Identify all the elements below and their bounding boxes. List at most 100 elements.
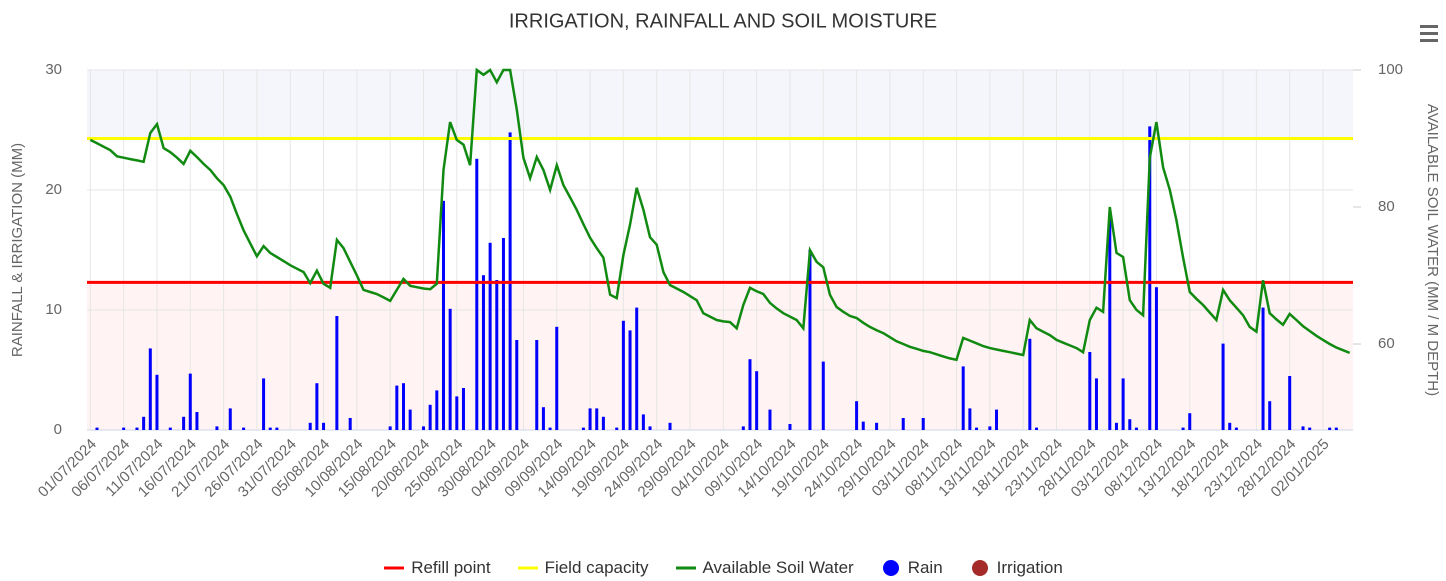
- chart: IRRIGATION, RAINFALL AND SOIL MOISTURE R…: [9, 10, 1441, 500]
- menu-button[interactable]: [1420, 25, 1438, 42]
- bar: [595, 408, 599, 430]
- bar: [1288, 376, 1292, 430]
- bar: [741, 426, 745, 430]
- bar: [541, 407, 545, 430]
- menu-bar: [1420, 32, 1438, 35]
- bar: [515, 340, 519, 430]
- bar: [821, 361, 825, 430]
- bar: [768, 409, 772, 430]
- bar: [395, 385, 399, 430]
- bar: [1234, 427, 1238, 430]
- bar: [481, 275, 485, 430]
- y-tick-label: 0: [54, 421, 62, 438]
- bar: [615, 427, 619, 430]
- bar: [441, 200, 445, 430]
- bar: [155, 374, 159, 430]
- bar: [122, 427, 126, 430]
- bar: [1334, 427, 1338, 430]
- bar: [1121, 378, 1125, 430]
- bar: [581, 427, 585, 430]
- bar: [275, 427, 279, 430]
- bar: [455, 396, 459, 430]
- bar: [435, 390, 439, 430]
- bar: [348, 418, 352, 430]
- legend-label: Irrigation: [996, 558, 1063, 577]
- bar: [1221, 343, 1225, 430]
- legend-label: Available Soil Water: [702, 558, 854, 577]
- bar: [748, 359, 752, 430]
- bar: [168, 427, 172, 430]
- bar: [448, 308, 452, 430]
- bar: [1301, 426, 1305, 430]
- legend-icon: [882, 560, 899, 576]
- legend-label: Rain: [907, 558, 943, 577]
- bar: [315, 383, 319, 430]
- bar: [402, 383, 405, 430]
- bar: [1154, 287, 1158, 430]
- bar: [195, 412, 199, 430]
- bar: [242, 427, 246, 430]
- bar: [1088, 352, 1092, 430]
- bar: [1148, 126, 1152, 431]
- legend-label: Refill point: [411, 558, 491, 577]
- y2-tick-label: 100: [1378, 61, 1403, 78]
- bar: [961, 366, 965, 430]
- bar: [1228, 422, 1232, 430]
- column-series: [95, 126, 1338, 431]
- y-tick-label: 20: [45, 181, 62, 198]
- bar: [228, 408, 232, 430]
- bar: [182, 416, 186, 430]
- legend-symbol: [882, 560, 899, 576]
- bar: [635, 307, 639, 430]
- legend-icon: [384, 566, 405, 570]
- bar: [1094, 378, 1098, 430]
- bar: [268, 427, 272, 430]
- bar: [421, 426, 425, 430]
- bar: [1261, 307, 1265, 430]
- legend-icon: [971, 560, 988, 576]
- bar: [95, 427, 99, 430]
- bar: [1035, 427, 1038, 430]
- bar: [335, 316, 339, 430]
- bar: [495, 280, 499, 430]
- bar: [788, 424, 792, 430]
- bar: [461, 388, 465, 430]
- y2-axis-title: AVAILABLE SOIL WATER (MM / M DEPTH): [1424, 104, 1441, 396]
- bar: [1181, 427, 1185, 430]
- bar: [861, 421, 865, 430]
- legend-item[interactable]: Field capacity: [517, 558, 649, 578]
- bar: [588, 408, 592, 430]
- bar: [262, 378, 266, 430]
- bar: [555, 326, 559, 430]
- bar: [148, 348, 152, 430]
- bar: [428, 404, 432, 430]
- legend-label: Field capacity: [544, 558, 649, 577]
- legend-item[interactable]: Refill point: [383, 558, 491, 578]
- y-tick-label: 30: [45, 61, 62, 78]
- legend-item[interactable]: Irrigation: [969, 558, 1063, 578]
- legend-icon: [517, 566, 538, 570]
- line: [89, 67, 1351, 362]
- legend: Refill point Field capacity Available Soil…: [0, 558, 1446, 578]
- legend-icon: [675, 566, 696, 570]
- bar: [408, 409, 412, 430]
- bar: [308, 422, 312, 430]
- bar: [995, 409, 999, 430]
- bar: [668, 422, 672, 430]
- bar: [1268, 401, 1272, 430]
- bar: [755, 371, 759, 430]
- legend-item[interactable]: Rain: [880, 558, 943, 578]
- bar: [1188, 413, 1192, 430]
- bar: [488, 242, 492, 430]
- menu-bar: [1420, 39, 1438, 42]
- bar: [648, 426, 652, 430]
- bar: [1308, 427, 1312, 430]
- bar: [875, 422, 879, 430]
- bar: [641, 414, 645, 430]
- legend-item[interactable]: Available Soil Water: [675, 558, 854, 578]
- bar: [621, 320, 625, 430]
- bar: [188, 373, 192, 430]
- y2-tick-label: 80: [1378, 198, 1395, 215]
- bar: [1108, 216, 1112, 430]
